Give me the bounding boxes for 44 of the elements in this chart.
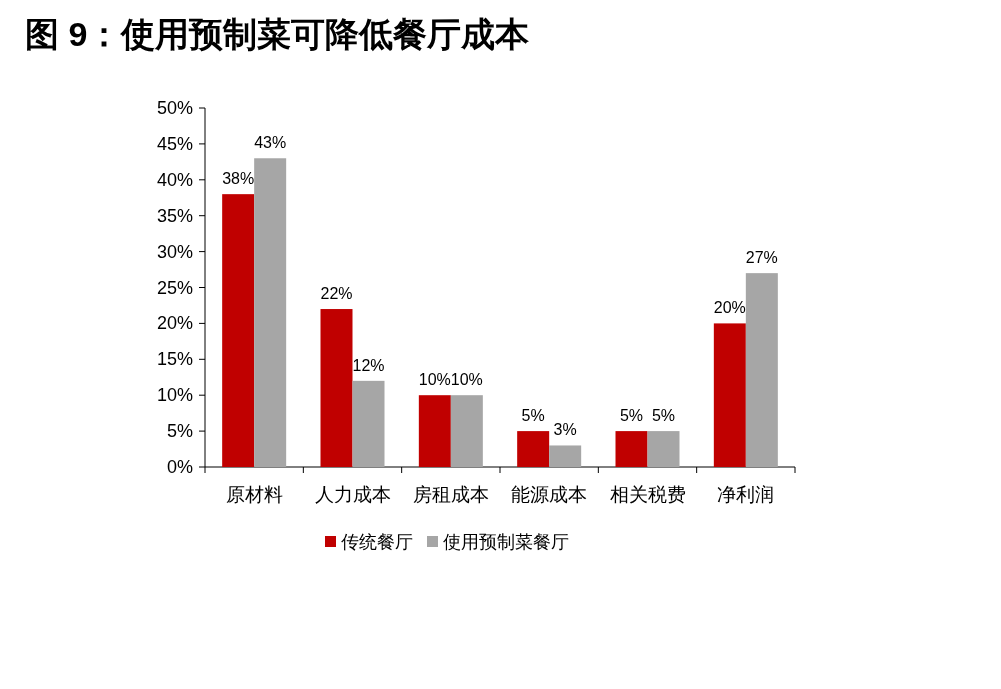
bar [320, 309, 353, 467]
x-tick-label: 房租成本 [412, 484, 489, 505]
y-tick-label: 15% [156, 349, 193, 370]
data-label: 5% [619, 407, 644, 425]
data-label: 5% [521, 407, 545, 425]
data-label: 10% [450, 371, 483, 389]
bar [222, 194, 255, 467]
y-tick-label: 20% [156, 313, 193, 334]
y-tick-label: 0% [166, 457, 193, 477]
x-tick-label: 相关税费 [609, 484, 686, 505]
bar [450, 395, 483, 467]
data-label: 38% [222, 170, 255, 188]
bar [517, 431, 550, 467]
bar [352, 380, 385, 467]
bar [615, 431, 648, 467]
data-label: 20% [713, 299, 746, 317]
y-tick-label: 35% [156, 205, 193, 226]
x-tick-label: 能源成本 [511, 484, 588, 505]
x-tick-label: 净利润 [717, 484, 775, 505]
data-label: 3% [553, 421, 577, 439]
bar [745, 273, 778, 467]
y-tick-label: 50% [156, 98, 193, 118]
bar [418, 395, 451, 467]
y-tick-label: 30% [156, 241, 193, 262]
x-tick-label: 人力成本 [314, 484, 391, 505]
bar [549, 445, 582, 467]
bar [713, 323, 746, 467]
y-tick-label: 45% [156, 133, 193, 154]
y-tick-label: 25% [156, 277, 193, 298]
y-tick-label: 5% [166, 421, 193, 442]
data-label: 27% [745, 249, 778, 267]
chart-title: 图 9：使用预制菜可降低餐厅成本 [25, 15, 531, 53]
data-label: 43% [254, 134, 287, 152]
y-tick-label: 40% [156, 169, 193, 190]
data-label: 10% [418, 371, 451, 389]
bar [254, 158, 287, 467]
legend-label: 使用预制菜餐厅 [443, 532, 569, 552]
y-tick-label: 10% [156, 385, 193, 406]
data-label: 12% [352, 356, 385, 374]
data-label: 22% [320, 285, 353, 303]
bar [647, 431, 680, 467]
data-label: 5% [651, 407, 676, 425]
legend-label: 传统餐厅 [341, 532, 413, 552]
x-tick-label: 原材料 [225, 484, 283, 505]
